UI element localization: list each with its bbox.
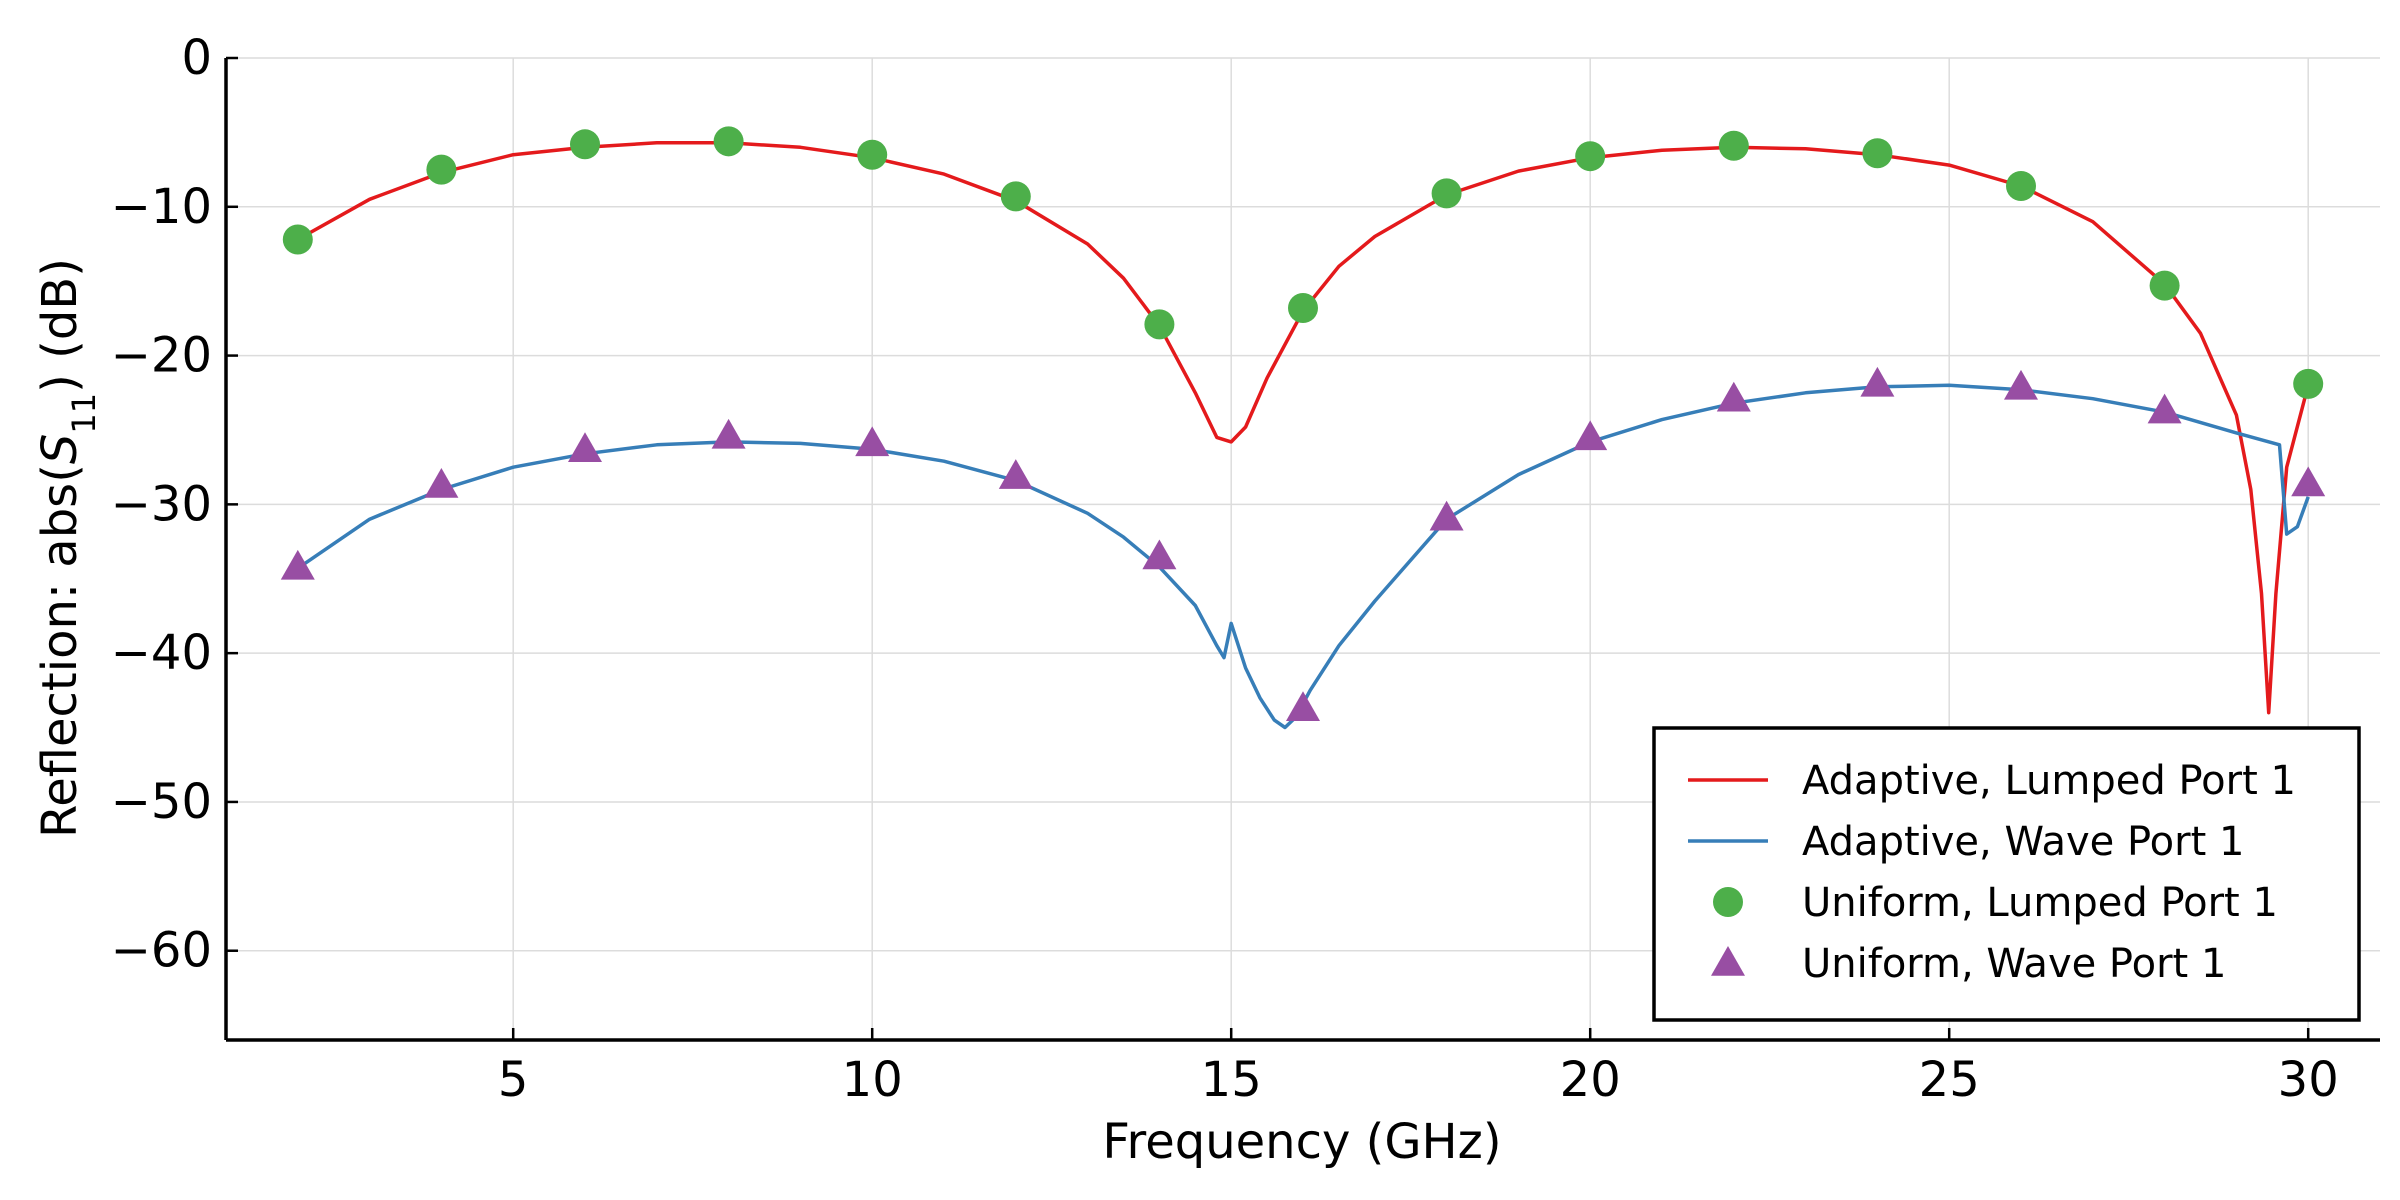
y-tick-label: −40 xyxy=(111,625,212,681)
data-point-triangle xyxy=(1860,366,1895,397)
data-point-circle xyxy=(713,126,744,157)
data-point-triangle xyxy=(2004,369,2038,400)
legend-swatch-circle xyxy=(1713,887,1743,917)
legend-entry: Adaptive, Lumped Port 1 xyxy=(1688,758,2296,804)
y-tick-label: −10 xyxy=(111,179,212,235)
data-point-circle xyxy=(1431,178,1462,209)
legend-label: Uniform, Wave Port 1 xyxy=(1802,941,2226,987)
data-point-triangle xyxy=(1142,539,1177,570)
data-point-triangle xyxy=(2291,466,2326,497)
y-tick-label: 0 xyxy=(181,30,212,86)
series-line-2 xyxy=(296,383,2310,730)
data-point-circle xyxy=(1144,309,1175,340)
legend-label: Uniform, Lumped Port 1 xyxy=(1802,880,2278,926)
y-tick-label: −60 xyxy=(111,923,212,979)
data-point-triangle xyxy=(1716,381,1751,412)
legend-label: Adaptive, Wave Port 1 xyxy=(1802,819,2244,865)
y-tick-label: −20 xyxy=(111,328,212,384)
data-point-circle xyxy=(570,129,600,160)
data-point-triangle xyxy=(711,418,746,449)
data-point-circle xyxy=(1575,141,1606,172)
data-point-circle xyxy=(2293,368,2324,399)
series-line-1 xyxy=(296,141,2310,715)
x-tick-label: 10 xyxy=(842,1052,903,1108)
data-point-triangle xyxy=(2147,393,2182,424)
data-point-circle xyxy=(857,139,888,170)
data-point-triangle xyxy=(1429,500,1464,531)
data-point-triangle xyxy=(568,432,602,463)
data-point-circle xyxy=(1862,138,1893,169)
legend: Adaptive, Lumped Port 1 Adaptive, Wave Po… xyxy=(1652,726,2361,1022)
x-tick-label: 5 xyxy=(498,1052,529,1108)
data-point-triangle xyxy=(280,549,315,580)
axes xyxy=(224,56,2380,1042)
data-point-triangle xyxy=(1286,691,1320,721)
data-point-circle xyxy=(1718,130,1749,161)
data-point-triangle xyxy=(855,426,890,457)
plot-area xyxy=(280,126,2326,730)
legend-label: Adaptive, Lumped Port 1 xyxy=(1802,758,2296,804)
legend-entry: Adaptive, Wave Port 1 xyxy=(1688,819,2244,865)
legend-swatch-triangle xyxy=(1711,946,1745,976)
y-tick-label: −30 xyxy=(111,476,212,532)
legend-entry: Uniform, Lumped Port 1 xyxy=(1713,880,2278,926)
data-point-circle xyxy=(2149,270,2180,301)
legend-entry: Uniform, Wave Port 1 xyxy=(1711,941,2226,987)
data-point-triangle xyxy=(424,468,459,498)
y-tick-label: −50 xyxy=(111,774,212,830)
data-point-triangle xyxy=(998,459,1033,489)
legend-box xyxy=(1652,726,2361,1022)
data-point-circle xyxy=(1288,292,1318,323)
y-axis-label: Reflection: abs(S11) (dB) xyxy=(32,258,103,838)
x-tick-label: 25 xyxy=(1919,1052,1980,1108)
data-point-circle xyxy=(2006,170,2036,201)
data-point-circle xyxy=(1000,181,1031,212)
x-tick-label: 15 xyxy=(1201,1052,1262,1108)
data-point-circle xyxy=(426,154,457,185)
data-point-triangle xyxy=(1573,420,1608,451)
data-point-circle xyxy=(282,224,313,255)
x-tick-label: 20 xyxy=(1560,1052,1621,1108)
x-tick-label: 30 xyxy=(2278,1052,2339,1108)
tick-labels: 5 10 15 20 25 30 0 −10 −20 −30 −40 −50 −60 xyxy=(111,30,2339,1108)
x-axis-label: Frequency (GHz) xyxy=(1102,1114,1501,1170)
